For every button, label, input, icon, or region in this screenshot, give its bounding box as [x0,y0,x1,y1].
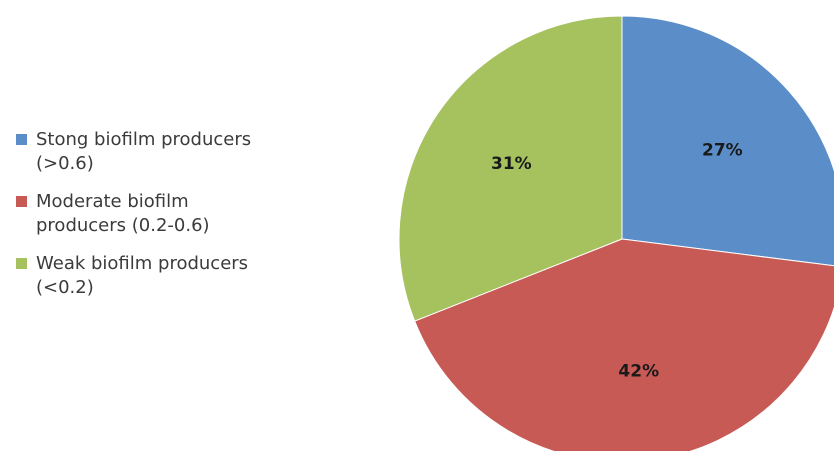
legend-item-strong: Stong biofilm producers (>0.6) [16,128,316,176]
legend-item-moderate: Moderate biofilm producers (0.2-0.6) [16,190,316,238]
pie-slice-weak [398,15,623,322]
legend-swatch-strong [16,134,27,145]
data-label-weak: 31% [491,154,532,174]
data-label-moderate: 42% [618,362,659,382]
legend-label-moderate: Moderate biofilm producers (0.2-0.6) [36,191,210,236]
legend: Stong biofilm producers (>0.6) Moderate … [16,128,316,314]
legend-swatch-weak [16,258,27,269]
legend-swatch-moderate [16,196,27,207]
data-label-strong: 27% [702,141,743,161]
legend-label-weak: Weak biofilm producers (<0.2) [36,253,249,298]
legend-label-strong: Stong biofilm producers (>0.6) [36,129,252,174]
legend-item-weak: Weak biofilm producers (<0.2) [16,252,316,300]
pie-slice-strong [621,15,834,267]
pie-slice-moderate [414,238,834,451]
